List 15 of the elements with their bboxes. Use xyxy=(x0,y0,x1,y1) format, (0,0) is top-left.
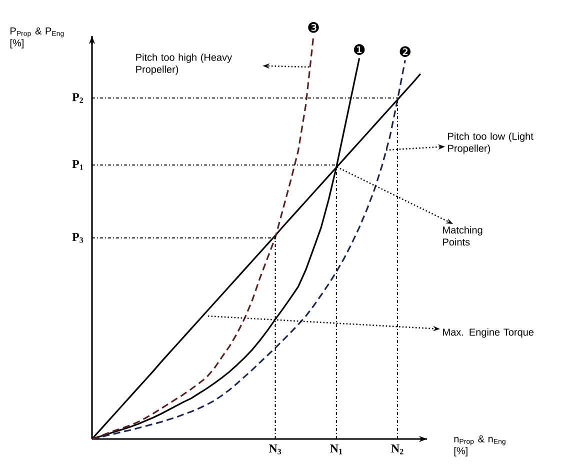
x-tick-label: N$_{2}$ xyxy=(391,444,404,454)
text: Matching Points xyxy=(443,226,482,246)
x-tick-label: N$_{1}$ xyxy=(330,444,342,454)
ref-line-label: P$_{3}$ xyxy=(72,233,84,243)
ref-line-label: P$_{2}$ xyxy=(72,93,84,103)
series-label: ❶ xyxy=(354,44,365,55)
series-label: ❷ xyxy=(400,46,411,57)
text: P$_{Prop}$ & P$_{Eng}$ [%] xyxy=(10,27,64,48)
text: Pitch too low (Light Propeller) xyxy=(448,132,534,154)
annotation: Pitch too high (Heavy Propeller) xyxy=(136,54,232,75)
text: Max. Engine Torque xyxy=(443,328,534,338)
x-tick-label: N$_{3}$ xyxy=(268,444,282,454)
text: n$_{Prop}$ & n$_{Eng}$ [%] xyxy=(454,435,506,456)
series-label: ❸ xyxy=(308,22,319,33)
ref-line-label: P$_{1}$ xyxy=(72,160,83,170)
